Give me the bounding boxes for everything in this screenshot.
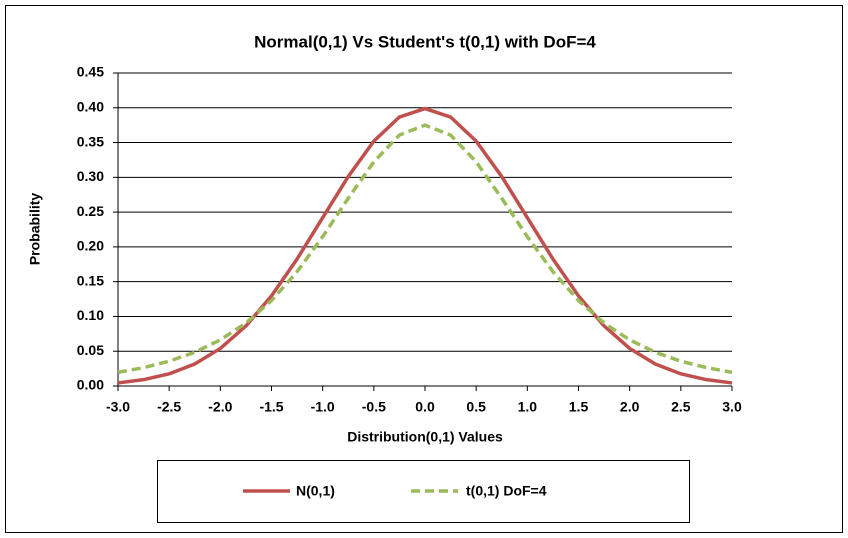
legend-label: N(0,1) <box>296 483 335 499</box>
x-tick-label: 0.5 <box>466 399 486 415</box>
x-tick-label: -1.0 <box>311 399 335 415</box>
series-line <box>117 106 733 385</box>
x-tick-label: -0.5 <box>362 399 386 415</box>
x-tick-label: 0.0 <box>415 399 435 415</box>
x-tick-label: 2.5 <box>671 399 691 415</box>
x-tick-label: 1.0 <box>518 399 538 415</box>
y-axis-title: Probability <box>27 193 43 266</box>
y-tick-label: 0.15 <box>77 272 104 288</box>
x-axis-title: Distribution(0,1) Values <box>347 429 503 445</box>
y-tick-label: 0.25 <box>77 203 104 219</box>
legend-label: t(0,1) DoF=4 <box>466 483 547 499</box>
x-tick-label: 3.0 <box>722 399 742 415</box>
x-tick-label: -3.0 <box>106 399 130 415</box>
legend-box <box>157 460 690 523</box>
x-tick-label: -2.5 <box>157 399 181 415</box>
series-line <box>117 123 733 375</box>
y-tick-label: 0.10 <box>77 307 104 323</box>
x-tick-label: 1.5 <box>569 399 589 415</box>
chart-frame <box>5 5 843 533</box>
x-tick-label: 2.0 <box>620 399 640 415</box>
y-tick-label: 0.20 <box>77 238 104 254</box>
x-tick-label: -2.0 <box>208 399 232 415</box>
y-tick-label: 0.05 <box>77 342 104 358</box>
x-tick-label: -1.5 <box>259 399 283 415</box>
y-tick-label: 0.30 <box>77 168 104 184</box>
y-tick-label: 0.45 <box>77 64 104 80</box>
chart-title: Normal(0,1) Vs Student's t(0,1) with DoF… <box>254 32 596 51</box>
y-tick-label: 0.35 <box>77 133 104 149</box>
y-tick-label: 0.00 <box>77 377 104 393</box>
y-tick-label: 0.40 <box>77 98 104 114</box>
